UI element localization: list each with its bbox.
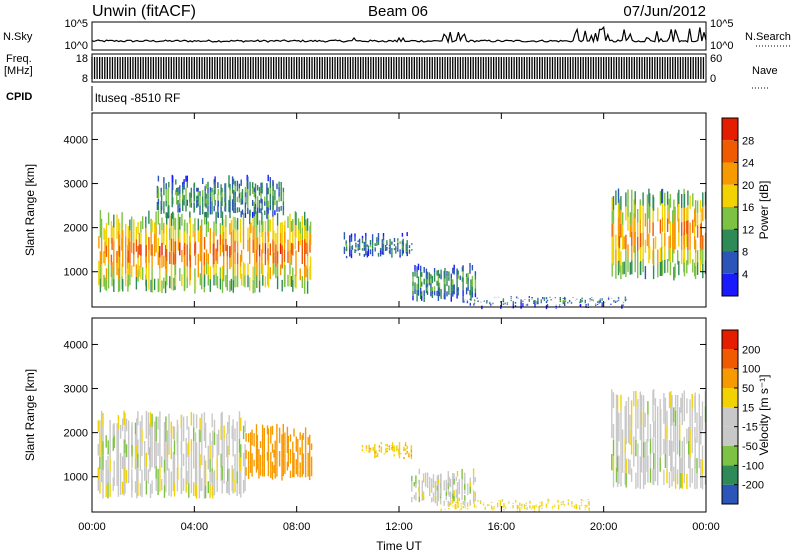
x-tick-label: 12:00: [385, 521, 413, 533]
time-xlabel: Time UT: [376, 539, 422, 553]
power-ylabel: Slant Range [km]: [23, 164, 37, 256]
nave-tick-top: 60: [710, 53, 722, 65]
colorbar-tick-label: 16: [742, 202, 754, 214]
colorbar-tick-label: 20: [742, 180, 754, 192]
freq-label: Freq.: [6, 53, 32, 65]
colorbar-tick-label: -200: [742, 480, 764, 492]
colorbar-swatch: [722, 162, 738, 185]
colorbar-frame: [721, 329, 739, 505]
y-tick-label: 3000: [64, 384, 88, 396]
colorbar-tick-label: 50: [742, 383, 754, 395]
power-y-axis: 1000 2000 3000 4000: [64, 134, 706, 279]
nave-tick-bottom: 0: [710, 73, 716, 85]
colorbar-swatch: [722, 484, 738, 504]
y-tick-label: 1000: [64, 267, 88, 279]
x-tick-label: 04:00: [181, 521, 209, 533]
power-colorbar-label: Power [dB]: [757, 181, 771, 240]
velocity-colorbar-label: Velocity [m s⁻¹]: [757, 374, 771, 455]
colorbar-swatch: [722, 465, 738, 485]
nsky-label: N.Sky: [3, 31, 33, 43]
nsearch-label: N.Search: [745, 31, 791, 43]
nsky-tick-bottom: 10^0: [64, 40, 88, 52]
velocity-y-axis: 1000 2000 3000 4000: [64, 339, 706, 484]
colorbar-tick-label: 4: [742, 269, 748, 281]
cpid-label: CPID: [6, 91, 32, 103]
colorbar-swatch: [722, 330, 738, 350]
beam-title: Beam 06: [368, 3, 428, 20]
velocity-ylabel: Slant Range [km]: [23, 369, 37, 461]
freq-tick-bottom: 8: [82, 73, 88, 85]
colorbar-swatch: [722, 446, 738, 466]
nsky-tick-top: 10^5: [64, 18, 88, 30]
x-tick-label: 00:00: [692, 521, 720, 533]
colorbar-tick-label: 12: [742, 224, 754, 236]
x-tick-label: 20:00: [590, 521, 618, 533]
freq-tick-top: 18: [76, 53, 88, 65]
colorbar-tick-label: -15: [742, 422, 758, 434]
colorbar-swatch: [722, 388, 738, 408]
freq-trace: [91, 57, 705, 79]
station-title: Unwin (fitACF): [92, 3, 196, 20]
x-tick-label: 08:00: [283, 521, 311, 533]
freq-unit-label: [MHz]: [4, 65, 33, 77]
nsearch-tick-bottom: 10^0: [710, 40, 734, 52]
colorbar-tick-label: 15: [742, 402, 754, 414]
power-colorbar: 4 8 12 16 20 24 28: [721, 117, 754, 297]
y-tick-label: 4000: [64, 134, 88, 146]
colorbar-swatch: [722, 229, 738, 252]
colorbar-swatch: [722, 349, 738, 369]
x-tick-label: 16:00: [488, 521, 516, 533]
nsearch-tick-top: 10^5: [710, 18, 734, 30]
colorbar-swatch: [722, 273, 738, 296]
velocity-colorbar: 200 100 50 15 -15 -50 -100 -200: [721, 329, 764, 505]
colorbar-swatch: [722, 207, 738, 230]
colorbar-tick-label: 200: [742, 344, 760, 356]
colorbar-swatch: [722, 184, 738, 207]
power-echoes: [98, 174, 707, 310]
x-tick-label: 00:00: [78, 521, 106, 533]
y-tick-label: 2000: [64, 223, 88, 235]
nave-label: Nave: [752, 65, 778, 77]
y-tick-label: 3000: [64, 179, 88, 191]
colorbar-tick-label: 8: [742, 247, 748, 259]
colorbar-swatch: [722, 368, 738, 388]
colorbar-swatch: [722, 118, 738, 141]
colorbar-tick-label: -100: [742, 460, 764, 472]
colorbar-swatch: [722, 407, 738, 427]
colorbar-tick-label: 24: [742, 158, 754, 170]
velocity-echoes: [97, 389, 707, 512]
y-tick-label: 4000: [64, 339, 88, 351]
y-tick-label: 2000: [64, 428, 88, 440]
y-tick-label: 1000: [64, 472, 88, 484]
colorbar-swatch: [722, 251, 738, 274]
colorbar-swatch: [722, 426, 738, 446]
colorbar-tick-label: 28: [742, 135, 754, 147]
nsky-trace: [91, 25, 707, 45]
colorbar-tick-label: -50: [742, 441, 758, 453]
nsky-panel-frame: [91, 21, 707, 51]
colorbar-swatch: [722, 140, 738, 163]
time-x-axis: 00:00 04:00 08:00 12:00 16:00 20:00 00:00: [78, 113, 720, 533]
cpid-text: ltuseq -8510 RF: [95, 91, 180, 105]
colorbar-tick-label: 100: [742, 364, 760, 376]
date-title: 07/Jun/2012: [623, 3, 706, 20]
